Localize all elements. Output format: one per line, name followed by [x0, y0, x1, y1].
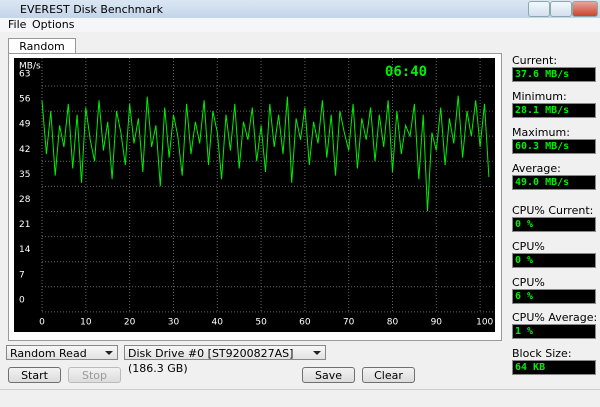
y-tick-label: 35 — [19, 170, 30, 180]
y-tick-label: 14 — [19, 245, 31, 255]
title-bar: EVEREST Disk Benchmark — [0, 0, 600, 18]
window-title: EVEREST Disk Benchmark — [20, 3, 163, 16]
y-axis-label: MB/s — [19, 62, 41, 72]
y-tick-label: 0 — [19, 295, 25, 305]
plot-background — [14, 58, 495, 332]
status-bar — [0, 389, 600, 407]
x-tick-label: 0 — [39, 318, 45, 328]
y-tick-label: 21 — [19, 220, 30, 230]
stat-label: Average: — [512, 162, 561, 175]
stat-value: 0 % — [512, 217, 596, 233]
timer: 06:40 — [385, 64, 427, 80]
stop-button[interactable]: Stop — [68, 367, 121, 383]
stat-value: 6 % — [512, 288, 596, 304]
stat-value: 60.3 MB/s — [512, 139, 596, 154]
maximize-button[interactable] — [550, 1, 572, 17]
mode-dropdown[interactable]: Random Read — [6, 345, 118, 360]
close-button[interactable] — [572, 1, 598, 17]
stat-label: Minimum: — [512, 90, 567, 103]
menu-item[interactable]: File — [8, 18, 27, 31]
x-tick-label: 80 — [387, 318, 399, 328]
stat-label: Maximum: — [512, 126, 570, 139]
y-tick-label: 42 — [19, 145, 30, 155]
x-tick-label: 30 — [168, 318, 180, 328]
stat-value: 37.6 MB/s — [512, 67, 596, 82]
x-tick-label: 100 % — [476, 318, 495, 328]
stat-value: 0 % — [512, 253, 596, 268]
x-tick-label: 50 — [255, 318, 267, 328]
x-tick-label: 20 — [124, 318, 136, 328]
stat-value: 64 KB — [512, 359, 596, 375]
drive-dropdown[interactable]: Disk Drive #0 [ST9200827AS] (186.3 GB) — [124, 345, 326, 375]
start-button[interactable]: Start — [8, 367, 61, 383]
save-button[interactable]: Save — [302, 367, 355, 383]
stat-label: CPU% Current: — [512, 204, 594, 218]
y-tick-label: 56 — [19, 95, 31, 105]
clear-button[interactable]: Clear — [362, 367, 415, 383]
x-tick-label: 70 — [343, 318, 355, 328]
x-tick-label: 40 — [212, 318, 224, 328]
chart: MB/s 06:40 0 7 14 21 28 35 42 49 56 63 0 10 20 30 40 50… — [14, 58, 495, 332]
stat-label: Block Size: — [512, 346, 572, 360]
y-tick-label: 63 — [19, 69, 30, 79]
x-tick-label: 60 — [299, 318, 311, 328]
x-tick-label: 10 — [80, 318, 92, 328]
data-line — [41, 95, 490, 212]
menu-bar: File Options — [0, 18, 600, 32]
stat-value: 1 % — [512, 324, 596, 340]
stat-label: Current: — [512, 54, 558, 67]
minimize-button[interactable] — [528, 1, 550, 17]
stat-value: 49.0 MB/s — [512, 175, 596, 190]
menu-item[interactable]: Options — [32, 18, 75, 31]
stat-label: CPU% Average: — [512, 311, 598, 325]
y-tick-label: 49 — [19, 120, 31, 130]
y-tick-label: 28 — [19, 195, 31, 205]
tab[interactable]: Random Read — [8, 38, 76, 68]
y-tick-label: 7 — [19, 270, 25, 280]
x-tick-label: 90 — [431, 318, 443, 328]
stat-value: 28.1 MB/s — [512, 103, 596, 118]
